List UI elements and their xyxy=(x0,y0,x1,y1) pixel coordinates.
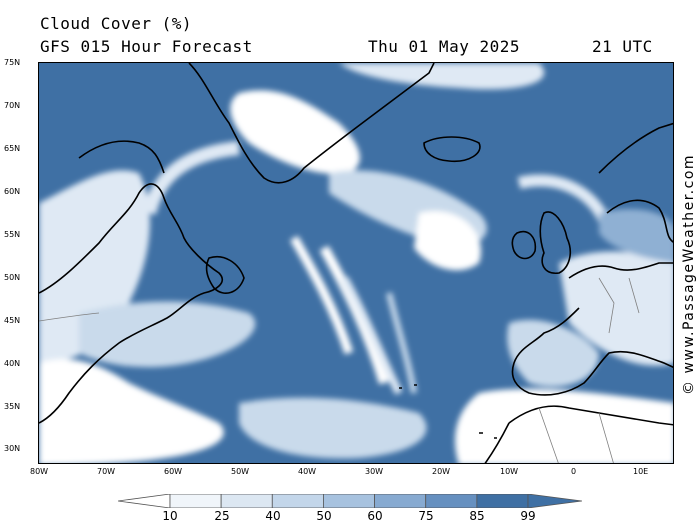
cloud-greenland xyxy=(230,90,360,174)
cloud-africa xyxy=(455,388,673,463)
cloud-arc xyxy=(142,141,240,215)
legend-label: 85 xyxy=(469,509,485,523)
coast-north-america xyxy=(39,183,224,424)
lon-label: 10W xyxy=(500,467,519,476)
lon-label: 40W xyxy=(298,467,317,476)
cloud-europe xyxy=(559,251,673,366)
lat-label: 65N xyxy=(4,144,21,153)
coast-africa xyxy=(484,405,673,463)
legend-right-arrow xyxy=(527,494,582,508)
cloud-cover-map[interactable] xyxy=(38,62,674,464)
coastlines xyxy=(39,63,673,463)
coast-ireland xyxy=(511,231,537,260)
legend-color-cell xyxy=(271,494,324,508)
chart-title: Cloud Cover (%) xyxy=(40,14,192,33)
lon-label: 30W xyxy=(365,467,384,476)
lat-label: 50N xyxy=(4,273,21,282)
cloud-iberia xyxy=(507,319,599,387)
chart-subtitle: GFS 015 Hour Forecast xyxy=(40,37,253,56)
lon-label: 10E xyxy=(633,467,649,476)
lat-label: 75N xyxy=(4,58,21,67)
lat-label: 45N xyxy=(4,316,21,325)
cloud-southeast xyxy=(599,209,673,263)
cloud-streak-3 xyxy=(340,276,403,395)
lat-label: 70N xyxy=(4,101,21,110)
cloud-north-band xyxy=(339,63,545,90)
lat-label: 30N xyxy=(4,444,21,453)
lat-label: 40N xyxy=(4,359,21,368)
coast-newfoundland xyxy=(205,256,245,294)
coast-greenland xyxy=(188,63,435,184)
legend-label: 99 xyxy=(520,509,536,523)
lon-label: 60W xyxy=(164,467,183,476)
forecast-date: Thu 01 May 2025 xyxy=(368,37,520,56)
legend-label: 60 xyxy=(367,509,383,523)
coast-iceland xyxy=(423,136,481,163)
lon-label: 70W xyxy=(97,467,116,476)
legend-label: 40 xyxy=(265,509,281,523)
color-legend xyxy=(118,494,582,508)
cloud-streak-1 xyxy=(290,235,354,355)
country-borders xyxy=(39,277,640,463)
coast-islands xyxy=(399,384,497,439)
coast-great-britain xyxy=(539,211,571,274)
coast-labrador xyxy=(78,140,165,174)
map-svg xyxy=(39,63,673,463)
lat-label: 60N xyxy=(4,187,21,196)
lat-label: 55N xyxy=(4,230,21,239)
lon-label: 80W xyxy=(30,467,49,476)
coast-scandinavia xyxy=(598,122,673,243)
legend-label: 25 xyxy=(214,509,230,523)
lon-label: 50W xyxy=(231,467,250,476)
credit-text: © www.PassageWeather.com xyxy=(681,153,697,395)
legend-color-cell xyxy=(476,494,529,508)
lon-label: 20W xyxy=(432,467,451,476)
legend-color-cell xyxy=(323,494,375,508)
cloud-southwest xyxy=(39,359,224,463)
cloud-sw-band xyxy=(79,301,256,368)
cloud-south-central xyxy=(239,397,427,459)
legend-color-cell xyxy=(374,494,427,508)
cloud-streak-4 xyxy=(386,292,417,394)
coast-europe xyxy=(511,262,673,396)
lat-label: 35N xyxy=(4,402,21,411)
cloud-streak-2 xyxy=(319,245,389,385)
legend-left-arrow xyxy=(118,494,171,508)
lon-label: 0 xyxy=(571,467,577,476)
cloud-fields xyxy=(39,63,673,463)
legend-label: 10 xyxy=(162,509,178,523)
border-lines xyxy=(39,277,640,463)
cloud-central-patch xyxy=(414,211,481,271)
legend-label: 75 xyxy=(418,509,434,523)
forecast-time: 21 UTC xyxy=(592,37,653,56)
legend-color-cell xyxy=(220,494,273,508)
legend-color-cell xyxy=(425,494,478,508)
legend-color-cell xyxy=(169,494,222,508)
legend-label: 50 xyxy=(316,509,332,523)
